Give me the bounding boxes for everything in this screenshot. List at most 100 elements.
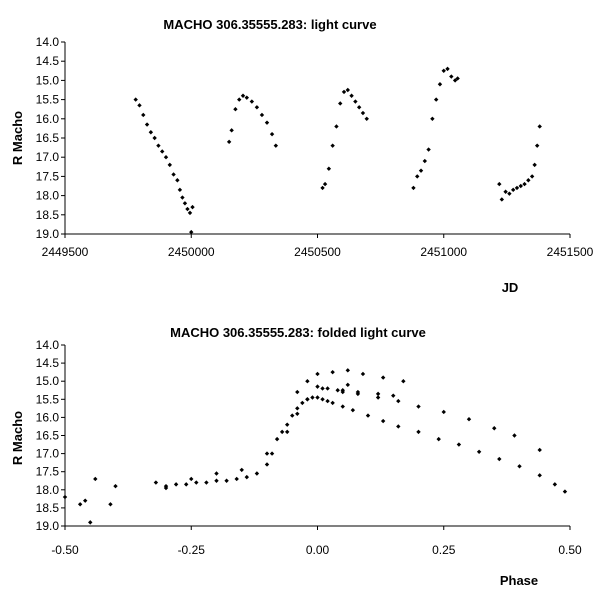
bottom-chart-data-point [380, 375, 386, 380]
top-chart-data-point [273, 143, 279, 148]
bottom-chart-data-point [295, 406, 300, 411]
top-chart-points [133, 66, 542, 235]
bottom-chart-x-tick-label: 0.00 [306, 543, 330, 557]
bottom-chart-data-point [279, 429, 285, 435]
top-chart-data-point [522, 181, 527, 187]
bottom-chart-data-point [401, 379, 406, 384]
bottom-chart: MACHO 306.35555.283: folded light curve … [10, 325, 582, 588]
bottom-chart-data-point [537, 447, 542, 453]
bottom-chart-x-tick-label: -0.25 [178, 543, 206, 557]
top-chart-data-point [259, 112, 265, 118]
bottom-chart-data-point [456, 442, 462, 447]
top-chart-data-point [455, 76, 460, 81]
bottom-chart-y-tick-label: 15.5 [36, 392, 60, 406]
bottom-chart-data-point [537, 473, 542, 478]
top-chart-data-point [249, 99, 255, 104]
bottom-chart-data-point [375, 395, 381, 400]
top-chart-tick-labels: 14.0 14.5 15.0 15.5 16.0 16.5 17.0 17.5 18.0 18.5… [36, 35, 594, 259]
bottom-chart-data-point [552, 482, 558, 487]
top-chart-data-point [364, 116, 369, 121]
top-chart-y-axis-label: R Macho [10, 111, 25, 165]
top-chart-data-point [341, 89, 347, 95]
top-chart-data-point [445, 66, 450, 72]
top-chart-data-point [529, 174, 535, 179]
bottom-chart-data-point [214, 478, 219, 483]
top-chart-data-point [418, 168, 424, 173]
bottom-chart-x-axis-label: Phase [500, 573, 538, 588]
top-chart-data-point [356, 105, 362, 110]
bottom-chart-data-point [77, 502, 83, 507]
top-chart-data-point [518, 183, 523, 189]
top-chart-data-point [167, 162, 172, 168]
bottom-chart-data-point [320, 397, 325, 402]
bottom-chart-data-point [244, 474, 249, 480]
top-chart-x-tick-label: 2451500 [547, 245, 594, 259]
top-chart-y-tick-label: 17.5 [36, 169, 60, 183]
bottom-chart-data-point [355, 389, 361, 395]
top-chart-data-point [254, 105, 260, 110]
bottom-chart-data-point [512, 433, 517, 438]
top-chart: MACHO 306.35555.283: light curve R Macho… [10, 17, 594, 295]
bottom-chart-data-point [436, 436, 441, 442]
bottom-chart-tick-labels: 14.0 14.5 15.0 15.5 16.0 16.5 17.0 17.5 18.0 18.5… [36, 338, 582, 557]
top-chart-y-tick-label: 15.0 [36, 73, 60, 87]
bottom-chart-data-point [320, 386, 325, 391]
bottom-chart-data-point [254, 471, 260, 476]
top-chart-data-point [514, 185, 520, 191]
top-chart-data-point [264, 120, 270, 125]
top-chart-data-point [449, 74, 454, 79]
bottom-chart-data-point [264, 451, 270, 456]
top-chart-data-point [433, 97, 439, 102]
top-chart-data-point [437, 82, 443, 87]
bottom-chart-y-tick-label: 16.5 [36, 429, 60, 443]
bottom-chart-data-point [93, 476, 98, 482]
top-chart-data-point [338, 101, 343, 106]
top-chart-data-point [187, 210, 193, 216]
top-chart-data-point [163, 155, 169, 160]
top-chart-data-point [345, 87, 350, 93]
bottom-chart-data-point [224, 478, 229, 483]
bottom-chart-data-point [441, 409, 446, 415]
bottom-chart-data-point [295, 389, 300, 395]
bottom-chart-data-point [305, 397, 310, 402]
bottom-chart-data-point [315, 384, 320, 389]
bottom-chart-data-point [310, 395, 315, 400]
bottom-chart-data-point [315, 371, 320, 377]
top-chart-x-tick-label: 2450500 [294, 245, 341, 259]
bottom-chart-data-point [476, 449, 482, 454]
top-chart-data-point [240, 93, 246, 98]
bottom-chart-data-point [345, 382, 350, 388]
bottom-chart-data-point [325, 386, 330, 391]
top-chart-data-point [189, 229, 194, 235]
top-chart-data-point [190, 204, 195, 210]
bottom-chart-axes [61, 344, 571, 530]
bottom-chart-data-point [113, 483, 118, 489]
top-chart-data-point [532, 162, 537, 168]
bottom-chart-x-tick-label: -0.50 [51, 543, 79, 557]
bottom-chart-data-point [330, 400, 335, 406]
bottom-chart-data-point [365, 413, 371, 418]
top-chart-data-point [148, 130, 154, 135]
top-chart-data-point [175, 178, 180, 183]
top-chart-data-point [180, 195, 185, 200]
top-chart-data-point [334, 124, 339, 129]
bottom-chart-data-point [88, 520, 93, 525]
bottom-chart-data-point [234, 476, 239, 482]
top-chart-axes [61, 41, 571, 238]
top-chart-data-point [349, 93, 354, 98]
top-chart-data-point [244, 95, 249, 100]
top-chart-data-point [510, 187, 516, 193]
bottom-chart-data-point [300, 400, 305, 406]
bottom-chart-data-point [466, 417, 472, 422]
top-chart-data-point [499, 197, 505, 202]
bottom-chart-data-point [189, 476, 194, 482]
top-chart-data-point [360, 110, 366, 116]
top-chart-data-point [441, 68, 446, 73]
top-chart-data-point [507, 191, 512, 196]
bottom-chart-data-point [264, 462, 270, 467]
top-chart-y-tick-label: 15.5 [36, 93, 60, 107]
top-chart-data-point [353, 99, 358, 104]
bottom-chart-data-point [325, 398, 330, 404]
bottom-chart-data-point [153, 480, 159, 485]
